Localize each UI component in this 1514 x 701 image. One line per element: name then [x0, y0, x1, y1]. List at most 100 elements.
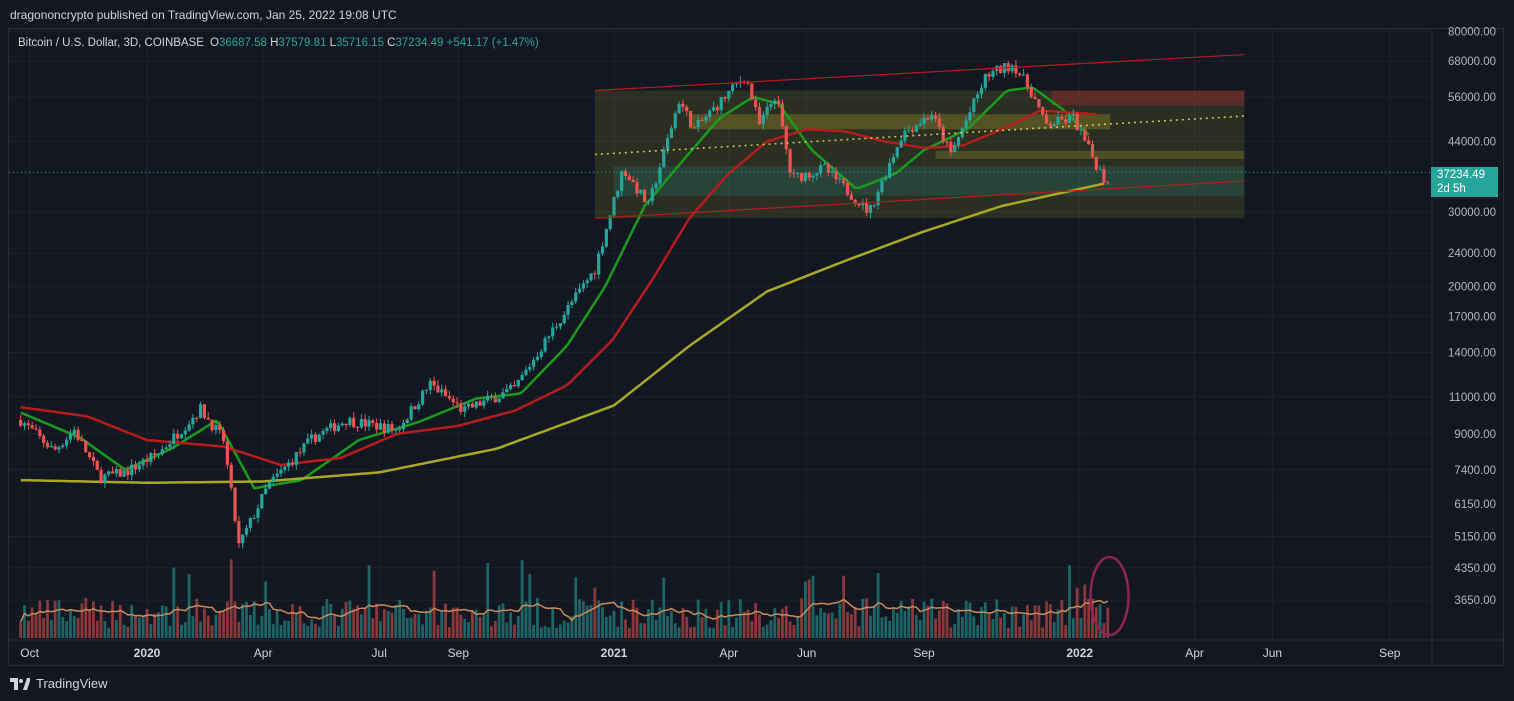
volume-bar: [585, 605, 589, 638]
candle-body: [1018, 73, 1022, 76]
candle-body: [776, 100, 781, 104]
x-tick-label: Jun: [1263, 646, 1282, 660]
candle-body: [210, 419, 214, 431]
volume-bar: [1033, 605, 1037, 638]
volume-bar: [214, 614, 218, 638]
candle-body: [547, 336, 551, 339]
candle-body: [325, 428, 329, 432]
x-tick-label: Sep: [1379, 646, 1401, 660]
volume-bar: [38, 600, 42, 638]
candle-body: [750, 83, 754, 100]
volume-bar: [1029, 620, 1033, 638]
candle-body: [1044, 114, 1049, 124]
candle-body: [899, 140, 903, 148]
candle-body: [198, 404, 203, 418]
volume-bar: [846, 612, 849, 638]
candle-body: [1094, 157, 1098, 170]
candle-body: [497, 398, 501, 403]
volume-bar: [80, 603, 84, 638]
volume-bar: [1087, 599, 1091, 638]
volume-bar: [356, 605, 359, 638]
candle-body: [956, 137, 961, 146]
y-tick-label: 44000.00: [1448, 136, 1496, 148]
volume-bar: [1068, 564, 1071, 638]
close-label: C: [387, 37, 396, 49]
candle-body: [773, 100, 777, 105]
volume-bar: [222, 610, 225, 638]
volume-bar: [513, 624, 516, 638]
candle-body: [91, 456, 96, 461]
candle-body: [482, 400, 486, 406]
candle-body: [1106, 182, 1110, 184]
candle-body: [352, 417, 356, 427]
volume-bar: [164, 606, 168, 638]
candle-body: [662, 149, 666, 168]
chart-frame[interactable]: [8, 28, 1504, 666]
volume-bar: [666, 615, 669, 638]
volume-bar: [1014, 606, 1018, 638]
volume-bar: [325, 599, 329, 638]
volume-bar: [191, 616, 195, 638]
volume-bar: [19, 621, 23, 638]
candle-body: [386, 424, 390, 433]
candle-body: [865, 202, 869, 213]
candle-body: [382, 423, 386, 433]
moving-averages: [20, 86, 1105, 490]
volume-bar: [1071, 618, 1075, 638]
candle-body: [141, 459, 145, 466]
volume-bar: [134, 616, 137, 638]
volume-bar: [95, 620, 99, 638]
volume-bar: [536, 598, 539, 638]
volume-bar: [826, 613, 830, 638]
candle-body: [815, 173, 819, 176]
volume-bar: [252, 601, 256, 638]
price-zone: [1051, 90, 1245, 106]
volume-bar: [130, 605, 134, 638]
candle-body: [218, 425, 222, 430]
candle-body: [294, 452, 298, 465]
volume-bar: [700, 617, 704, 638]
candle-body: [49, 446, 53, 448]
footer-brand[interactable]: TradingView: [10, 676, 108, 691]
volume-bar: [317, 626, 321, 638]
volume-bar: [742, 611, 746, 638]
candle-body: [206, 417, 210, 420]
candle-body: [1060, 116, 1064, 120]
candle-body: [543, 338, 547, 352]
candle-body: [436, 385, 440, 393]
volume-bar: [907, 606, 911, 638]
volume-bar: [654, 619, 658, 638]
x-tick-label: 2020: [134, 646, 161, 660]
candle-body: [61, 445, 65, 448]
volume-bar: [915, 614, 918, 638]
volume-bar: [386, 611, 390, 638]
volume-bar: [857, 626, 861, 638]
candle-body: [466, 403, 471, 407]
volume-bar: [69, 608, 72, 638]
volume-bar: [689, 627, 692, 638]
volume-bar: [1064, 624, 1068, 638]
candle-body: [1025, 74, 1030, 87]
volume-bar: [467, 622, 470, 638]
candle-body: [754, 99, 758, 108]
candle-body: [631, 179, 635, 183]
candle-body: [53, 446, 57, 450]
volume-bar: [448, 627, 451, 638]
candle-body: [968, 112, 972, 121]
volume-bar: [340, 608, 344, 638]
volume-bar: [578, 599, 581, 638]
candle-body: [853, 199, 857, 204]
candle-body: [551, 327, 555, 337]
volume-bar: [1102, 623, 1106, 638]
candle-body: [375, 423, 379, 430]
volume-bar: [402, 608, 405, 638]
candle-body: [187, 424, 191, 431]
volume-bar: [490, 626, 493, 638]
volume-bar: [746, 609, 750, 638]
volume-bar: [765, 624, 769, 638]
candle-body: [160, 449, 164, 454]
y-tick-label: 68000.00: [1448, 56, 1496, 68]
candle-body: [394, 429, 398, 431]
x-tick-label: Apr: [254, 646, 273, 660]
